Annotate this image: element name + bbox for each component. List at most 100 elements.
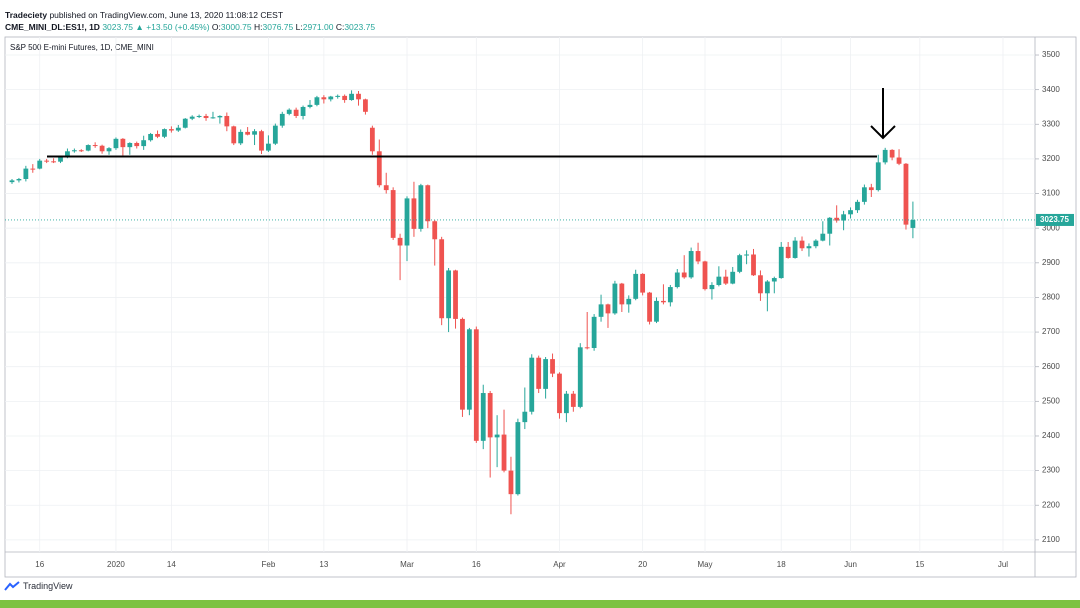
candle-body [667,287,673,303]
candle-body [266,143,271,151]
candle-body [92,145,98,147]
candle-body [376,151,382,186]
candle-body [861,187,867,202]
candle-body [466,329,472,410]
last-price-label: 3023.75 [1040,215,1069,224]
candle-body [771,278,777,282]
chart-frame [4,36,1077,578]
candle-body [702,261,708,290]
candle-body [238,131,244,144]
candle-body [404,198,410,246]
candle-body [293,109,299,116]
ohlc-open: 3000.75 [220,22,252,32]
candle-body [709,284,715,290]
bottom-bar [0,600,1080,608]
candle-body [674,272,680,288]
x-tick-label: Jun [844,560,857,569]
candle-body [314,97,320,105]
candle-body [411,198,417,229]
candle-body [16,178,22,181]
candle-body [730,271,736,284]
candle-body [245,131,251,135]
ohlc-high-label: H: [254,22,263,32]
y-tick-label: 3300 [1042,119,1060,128]
x-tick-label: 14 [167,560,176,569]
candle-body [848,210,853,215]
candle-body [654,300,659,322]
candle-body [626,298,632,305]
candle-body [141,140,147,147]
candles [5,90,1035,515]
candle-body [889,149,895,158]
arrow-head [870,125,896,140]
candle-body [148,133,153,141]
ohlc-close: 3023.75 [344,22,376,32]
candle-body [210,117,216,119]
candle-body [335,95,341,97]
candle-body [217,115,223,118]
candle-body [78,150,84,152]
candle-body [113,138,119,149]
change: +13.50 (+0.45%) [146,22,210,32]
candle-body [868,187,874,191]
candle-body [446,270,451,319]
candle-body [584,347,590,349]
candle-body [390,190,396,238]
candle-body [501,434,507,471]
x-tick-label: 16 [472,560,481,569]
candle-body [529,357,535,412]
candle-body [175,127,181,131]
candle-body [522,411,528,423]
candle-body [647,292,652,322]
y-tick-label: 2300 [1042,466,1060,475]
candle-body [252,131,257,135]
candle-body [591,316,597,349]
y-tick-label: 3200 [1042,154,1060,163]
candle-body [896,157,902,164]
candle-body [272,125,278,144]
candle-body [65,151,70,157]
y-tick-label: 2400 [1042,431,1060,440]
candle-body [681,272,687,278]
candle-body [58,156,63,162]
candle-body [300,106,306,116]
candle-body [751,254,756,276]
candle-body [737,255,743,272]
y-tick-label: 2200 [1042,500,1060,509]
header: Tradeciety published on TradingView.com,… [5,9,375,33]
candle-body [120,138,126,148]
candle-body [695,251,701,262]
candle-body [182,118,188,128]
candle-body [349,93,354,101]
candle-body [369,127,375,152]
candle-body [508,470,514,495]
candle-body [196,115,202,117]
price: 3023.75 [102,22,134,32]
y-tick-label: 2700 [1042,327,1060,336]
candle-body [633,273,639,299]
x-tick-label: Jul [998,560,1008,569]
candle-body [841,214,846,221]
y-tick-label: 2600 [1042,362,1060,371]
drawn-arrow [870,88,896,140]
candle-body [903,163,909,225]
candle-body [425,185,431,222]
candle-body [778,246,784,279]
candle-body [44,160,50,162]
y-tick-label: 2800 [1042,293,1060,302]
candle-body [744,254,749,256]
ohlc-low: 2971.00 [302,22,334,32]
candle-body [162,129,167,137]
y-tick-label: 3100 [1042,189,1060,198]
ohlc-high: 3076.75 [262,22,294,32]
candle-body [688,251,694,278]
candle-body [328,96,334,100]
candle-body [37,160,43,169]
candle-body [9,180,15,183]
y-tick-label: 3400 [1042,85,1060,94]
candle-body [494,434,500,438]
header-line-1: Tradeciety published on TradingView.com,… [5,9,375,21]
ohlc-close-label: C: [335,22,345,32]
ohlc-low-label: L: [295,22,303,32]
candle-body [460,318,465,410]
